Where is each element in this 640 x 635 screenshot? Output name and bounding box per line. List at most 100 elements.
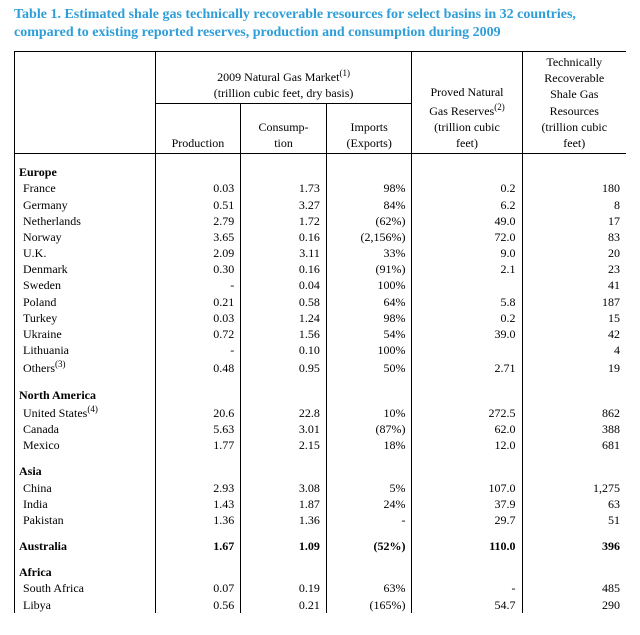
cell-reserves: 49.0 <box>412 213 522 229</box>
cell-shale: 19 <box>522 358 626 376</box>
cell-production: 20.6 <box>155 403 241 421</box>
country-label: Australia <box>15 528 156 554</box>
cell-consumption: 1.09 <box>241 528 327 554</box>
cell-imports: (87%) <box>326 421 412 437</box>
cell-shale: 180 <box>522 180 626 196</box>
cell-shale: 1,275 <box>522 480 626 496</box>
cell-production: 0.48 <box>155 358 241 376</box>
cell-shale: 63 <box>522 496 626 512</box>
cell-reserves: 272.5 <box>412 403 522 421</box>
header-reserves: Proved Natural Gas Reserves(2) (trillion… <box>412 52 522 154</box>
cell-production: - <box>155 342 241 358</box>
cell-imports: 98% <box>326 310 412 326</box>
cell-shale: 4 <box>522 342 626 358</box>
cell-imports: 54% <box>326 326 412 342</box>
cell-imports: 18% <box>326 437 412 453</box>
cell-shale: 83 <box>522 229 626 245</box>
country-label: Pakistan <box>15 512 156 528</box>
cell-consumption: 0.16 <box>241 261 327 277</box>
cell-consumption: 2.15 <box>241 437 327 453</box>
cell-imports: 24% <box>326 496 412 512</box>
cell-imports: 33% <box>326 245 412 261</box>
country-label: Ukraine <box>15 326 156 342</box>
cell-shale: 290 <box>522 597 626 613</box>
cell-consumption: 1.87 <box>241 496 327 512</box>
cell-imports: (52%) <box>326 528 412 554</box>
country-label: Others(3) <box>15 358 156 376</box>
cell-reserves <box>412 342 522 358</box>
table-title: Table 1. Estimated shale gas technically… <box>14 6 626 41</box>
cell-consumption: 0.04 <box>241 277 327 293</box>
country-label: Sweden <box>15 277 156 293</box>
cell-production: 0.07 <box>155 580 241 596</box>
cell-shale: 396 <box>522 528 626 554</box>
country-label: India <box>15 496 156 512</box>
header-imports: Imports (Exports) <box>326 104 412 154</box>
cell-reserves: 107.0 <box>412 480 522 496</box>
cell-shale: 15 <box>522 310 626 326</box>
country-label: France <box>15 180 156 196</box>
region-label: North America <box>15 377 156 403</box>
shale-gas-table: 2009 Natural Gas Market(1) (trillion cub… <box>14 51 626 613</box>
cell-imports: 50% <box>326 358 412 376</box>
country-label: Lithuania <box>15 342 156 358</box>
cell-shale: 187 <box>522 294 626 310</box>
cell-reserves: 6.2 <box>412 197 522 213</box>
cell-reserves: 2.71 <box>412 358 522 376</box>
cell-consumption: 0.21 <box>241 597 327 613</box>
cell-shale: 23 <box>522 261 626 277</box>
cell-reserves: 0.2 <box>412 180 522 196</box>
cell-consumption: 0.10 <box>241 342 327 358</box>
country-label: U.K. <box>15 245 156 261</box>
cell-production: 0.21 <box>155 294 241 310</box>
cell-reserves: 37.9 <box>412 496 522 512</box>
cell-consumption: 1.73 <box>241 180 327 196</box>
country-label: Poland <box>15 294 156 310</box>
country-label: Netherlands <box>15 213 156 229</box>
header-consumption: Consump- tion <box>241 104 327 154</box>
cell-imports: 64% <box>326 294 412 310</box>
cell-reserves: 72.0 <box>412 229 522 245</box>
country-label: South Africa <box>15 580 156 596</box>
cell-production: 1.36 <box>155 512 241 528</box>
country-label: Turkey <box>15 310 156 326</box>
cell-imports: 84% <box>326 197 412 213</box>
country-label: Mexico <box>15 437 156 453</box>
cell-shale: 42 <box>522 326 626 342</box>
header-shale: Technically Recoverable Shale Gas Resour… <box>522 52 626 154</box>
header-production: Production <box>155 104 241 154</box>
cell-production: 0.56 <box>155 597 241 613</box>
cell-reserves: 0.2 <box>412 310 522 326</box>
cell-production: 1.77 <box>155 437 241 453</box>
cell-consumption: 3.27 <box>241 197 327 213</box>
cell-imports: 100% <box>326 342 412 358</box>
region-label: Africa <box>15 554 156 580</box>
cell-reserves: 2.1 <box>412 261 522 277</box>
country-label: Canada <box>15 421 156 437</box>
cell-shale: 485 <box>522 580 626 596</box>
cell-imports: 100% <box>326 277 412 293</box>
cell-imports: 5% <box>326 480 412 496</box>
cell-imports: (91%) <box>326 261 412 277</box>
cell-imports: (165%) <box>326 597 412 613</box>
cell-imports: 63% <box>326 580 412 596</box>
cell-shale: 388 <box>522 421 626 437</box>
country-label: Norway <box>15 229 156 245</box>
cell-consumption: 1.36 <box>241 512 327 528</box>
header-market-group: 2009 Natural Gas Market(1) (trillion cub… <box>155 52 412 104</box>
cell-reserves: 54.7 <box>412 597 522 613</box>
cell-production: 2.93 <box>155 480 241 496</box>
cell-shale: 8 <box>522 197 626 213</box>
cell-consumption: 22.8 <box>241 403 327 421</box>
cell-imports: (62%) <box>326 213 412 229</box>
cell-consumption: 3.01 <box>241 421 327 437</box>
cell-consumption: 0.16 <box>241 229 327 245</box>
cell-production: - <box>155 277 241 293</box>
cell-imports: 10% <box>326 403 412 421</box>
country-label: Germany <box>15 197 156 213</box>
cell-reserves <box>412 277 522 293</box>
cell-production: 2.09 <box>155 245 241 261</box>
cell-production: 5.63 <box>155 421 241 437</box>
cell-reserves: 62.0 <box>412 421 522 437</box>
cell-consumption: 1.24 <box>241 310 327 326</box>
